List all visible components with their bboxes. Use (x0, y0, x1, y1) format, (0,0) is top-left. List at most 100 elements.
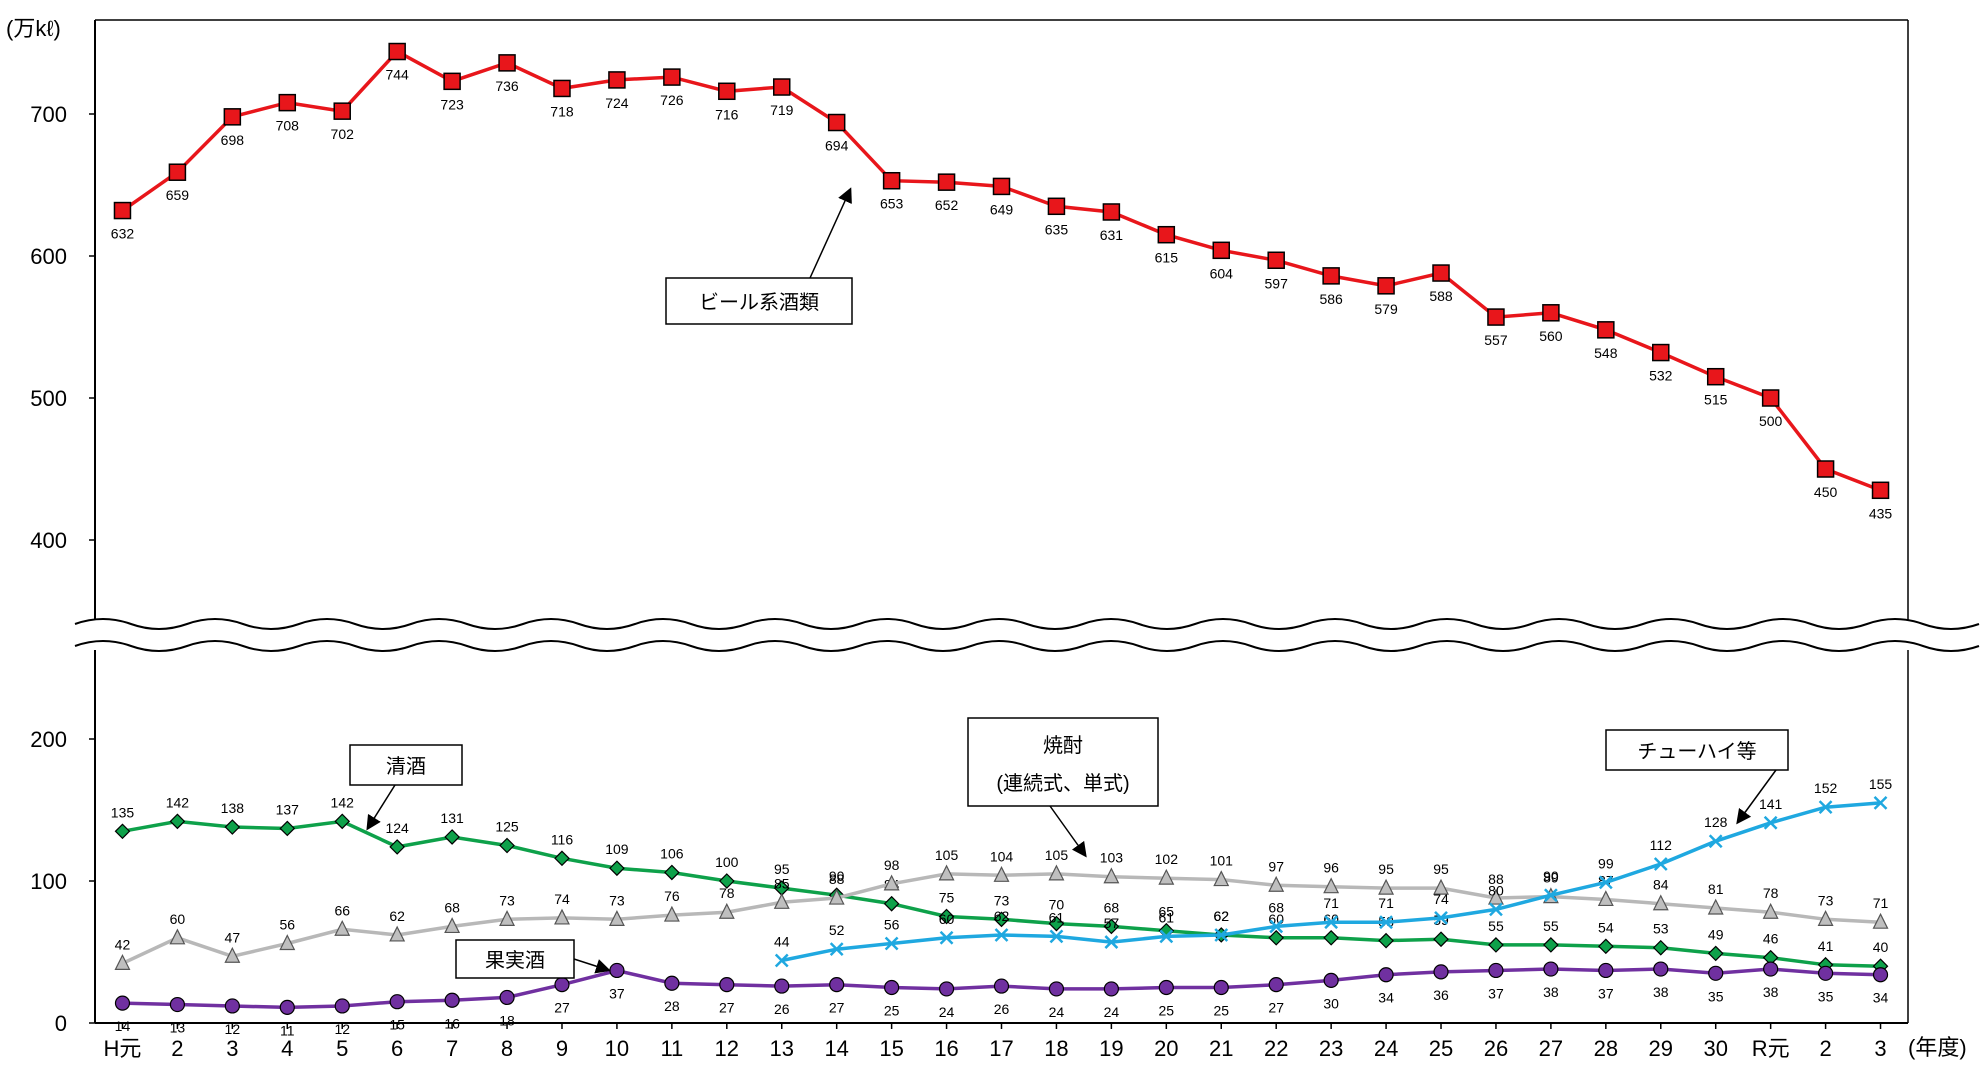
data-label: 55 (1488, 918, 1504, 934)
data-label: 450 (1814, 484, 1838, 500)
data-label: 14 (115, 1018, 131, 1034)
point-marker (1652, 343, 1670, 362)
point-marker (664, 975, 680, 991)
x-tick-label: 11 (660, 1036, 683, 1061)
point-marker (1652, 894, 1669, 911)
data-label: 25 (884, 1003, 900, 1019)
data-label: 27 (829, 1000, 845, 1016)
y-tick-label: 0 (55, 1011, 67, 1036)
point-marker (772, 78, 791, 96)
callout-wine: 果実酒 (485, 949, 545, 972)
point-marker (114, 995, 131, 1011)
point-marker (993, 911, 1010, 928)
data-label: 37 (1598, 985, 1614, 1001)
x-tick-label: 22 (1264, 1036, 1288, 1061)
point-marker (1652, 939, 1669, 956)
data-label: 659 (166, 187, 190, 203)
x-tick-label: 29 (1649, 1036, 1673, 1061)
point-marker (1487, 308, 1505, 326)
point-marker (827, 113, 846, 132)
point-marker (389, 925, 406, 942)
point-marker (663, 68, 681, 86)
point-marker (1598, 875, 1613, 890)
data-label: 579 (1374, 301, 1398, 317)
data-label: 37 (609, 985, 625, 1001)
point-marker (608, 71, 626, 89)
data-label: 74 (1433, 891, 1449, 907)
data-label: 631 (1100, 227, 1124, 243)
point-marker (1762, 902, 1779, 919)
point-marker (1433, 931, 1449, 948)
callout-box-sake (349, 744, 463, 786)
x-tick-label: 16 (934, 1036, 958, 1061)
data-label: 26 (994, 1001, 1010, 1017)
data-label: 54 (1598, 919, 1614, 935)
data-label: 62 (1213, 908, 1229, 924)
data-label: 84 (1653, 877, 1669, 893)
data-label: 80 (1488, 882, 1504, 898)
data-label: 719 (770, 102, 794, 118)
y-tick-labels: 0 100 200 400 500 600 700 (30, 102, 95, 1036)
point-marker (1159, 929, 1174, 944)
data-label: 98 (884, 857, 900, 873)
break-wave-bottom (74, 640, 1980, 652)
callout-sake: 清酒 (386, 755, 426, 778)
break-wave-top (74, 618, 1980, 630)
data-label: 18 (499, 1012, 515, 1028)
data-label: 25 (1213, 1003, 1229, 1019)
x-tick-label: 2 (171, 1036, 183, 1061)
data-label: 88 (829, 871, 845, 887)
data-label: 30 (1323, 995, 1339, 1011)
point-marker (169, 928, 186, 945)
series-line (121, 49, 1882, 492)
data-label: 124 (385, 820, 409, 836)
data-label: 27 (554, 1000, 570, 1016)
point-marker (169, 813, 186, 830)
data-label: 724 (605, 95, 629, 111)
data-label: 736 (495, 78, 519, 94)
point-marker (168, 163, 187, 181)
data-label: 105 (1045, 847, 1069, 863)
point-marker (829, 942, 844, 957)
point-marker (1049, 929, 1064, 944)
point-marker (664, 864, 680, 881)
arrow-beer (809, 187, 852, 279)
x-tick-label: 17 (989, 1036, 1013, 1061)
data-label: 74 (554, 891, 570, 907)
data-label: 723 (440, 96, 464, 112)
point-marker (1872, 912, 1889, 929)
data-label: 11 (280, 1022, 295, 1038)
point-marker (1048, 864, 1065, 881)
data-label: 90 (829, 868, 845, 884)
x-tick-label: 12 (715, 1036, 739, 1061)
series-sake: 135 142 138 137 142 124 131 125 116 109 106 100 95 90… (111, 794, 1889, 975)
point-marker (1377, 277, 1395, 295)
data-label: 44 (774, 934, 790, 950)
point-marker (1048, 915, 1065, 932)
data-label: 116 (551, 831, 574, 847)
point-marker (1047, 197, 1066, 216)
series-beer: 632 659 698 708 702 744 723 736 718 724 726 716 719 6… (111, 42, 1893, 521)
point-marker (1323, 929, 1339, 946)
point-marker (554, 908, 570, 925)
data-label: 37 (1488, 985, 1504, 1001)
point-marker (1598, 962, 1614, 979)
data-label: 435 (1869, 505, 1893, 521)
point-marker (1706, 367, 1725, 386)
series-wine: 14 13 12 11 12 15 16 18 27 37 28 27 26 27 25 24 26 24 24 25… (114, 961, 1889, 1038)
data-label: 702 (331, 126, 355, 142)
data-label: 49 (1708, 926, 1724, 942)
x-tick-label: 2 (1819, 1036, 1831, 1061)
point-marker (1708, 965, 1724, 981)
point-marker (718, 82, 736, 101)
data-label: 138 (221, 800, 245, 816)
data-label: 71 (1873, 895, 1889, 911)
point-marker (389, 839, 406, 855)
data-label: 70 (1049, 897, 1065, 913)
x-tick-label: 19 (1099, 1036, 1123, 1061)
data-label: 26 (774, 1001, 790, 1017)
point-marker (1157, 225, 1176, 244)
point-marker (939, 930, 954, 945)
point-marker (1816, 460, 1835, 478)
point-marker (1817, 909, 1834, 926)
